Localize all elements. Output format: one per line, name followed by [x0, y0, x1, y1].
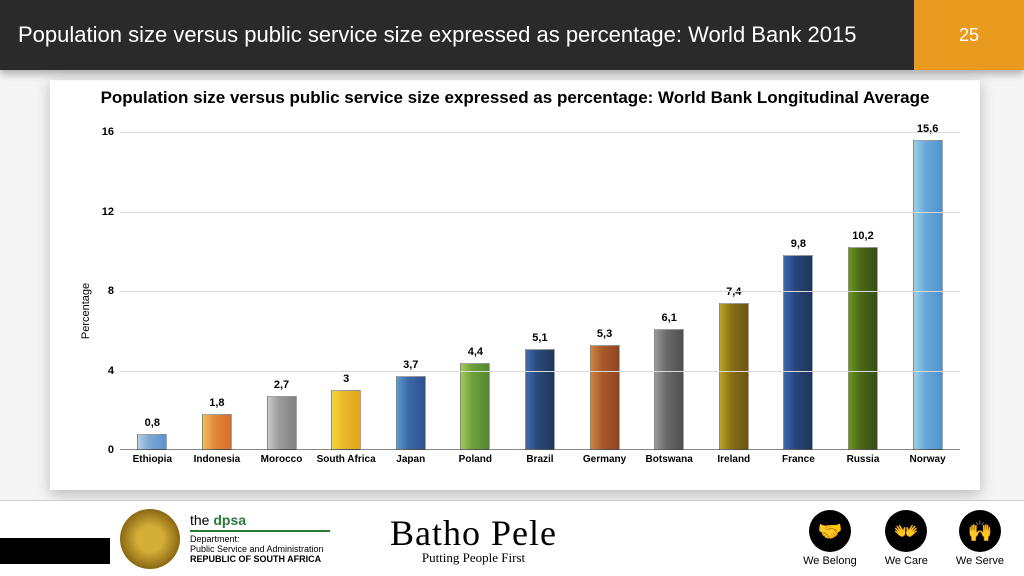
bar-value-label: 6,1: [662, 312, 677, 324]
bar: 2,7: [267, 396, 297, 450]
pillar-label: We Serve: [956, 555, 1004, 567]
dept-line2: Public Service and Administration: [190, 544, 330, 554]
bar: 15,6: [913, 140, 943, 450]
bar: 7,4: [719, 303, 749, 450]
bar: 5,1: [525, 349, 555, 450]
x-tick: Indonesia: [187, 450, 247, 465]
bar-value-label: 3: [343, 373, 349, 385]
y-tick: 12: [90, 206, 114, 218]
batho-pele: Batho Pele Putting People First: [390, 512, 557, 566]
bar-value-label: 5,3: [597, 328, 612, 340]
bar: 3,7: [396, 376, 426, 450]
x-tick: South Africa: [316, 450, 376, 465]
pillar: 👐 We Care: [885, 510, 928, 567]
bar: 0,8: [137, 434, 167, 450]
dept-brand: the dpsa: [190, 512, 330, 528]
bar: 5,3: [590, 345, 620, 450]
chart-container: Population size versus public service si…: [50, 80, 980, 490]
bar: 1,8: [202, 414, 232, 450]
bar: 3: [331, 390, 361, 450]
bar: 4,4: [460, 363, 490, 450]
bar-value-label: 9,8: [791, 238, 806, 250]
x-tick: Morocco: [252, 450, 312, 465]
bar-value-label: 15,6: [917, 123, 938, 135]
pillar: 🙌 We Serve: [956, 510, 1004, 567]
slide-title: Population size versus public service si…: [0, 0, 914, 70]
chart-body: Percentage 0,8Ethiopia1,8Indonesia2,7Mor…: [50, 132, 980, 490]
x-tick: Russia: [833, 450, 893, 465]
bar-value-label: 4,4: [468, 346, 483, 358]
x-tick: Germany: [575, 450, 635, 465]
y-tick: 8: [90, 285, 114, 297]
x-tick: Poland: [445, 450, 505, 465]
bar-value-label: 1,8: [209, 397, 224, 409]
coat-of-arms-icon: [120, 509, 180, 569]
chart-title: Population size versus public service si…: [50, 80, 980, 112]
dept-line1: Department:: [190, 534, 330, 544]
y-tick: 4: [90, 365, 114, 377]
x-tick: Norway: [898, 450, 958, 465]
bar-value-label: 2,7: [274, 379, 289, 391]
x-tick: Ethiopia: [122, 450, 182, 465]
grid-line: [120, 291, 960, 292]
pillar-icon: 🤝: [809, 510, 851, 552]
slide-header: Population size versus public service si…: [0, 0, 1024, 70]
pillar-label: We Belong: [803, 555, 857, 567]
slide-footer: the dpsa Department: Public Service and …: [0, 500, 1024, 576]
bar: 9,8: [783, 255, 813, 450]
x-tick: Japan: [381, 450, 441, 465]
dept-line3: REPUBLIC OF SOUTH AFRICA: [190, 554, 330, 564]
grid-line: [120, 212, 960, 213]
bar-value-label: 5,1: [532, 332, 547, 344]
pillars-row: 🤝 We Belong 👐 We Care 🙌 We Serve: [803, 510, 1004, 567]
x-tick: Botswana: [639, 450, 699, 465]
pillar-label: We Care: [885, 555, 928, 567]
plot-area: 0,8Ethiopia1,8Indonesia2,7Morocco3South …: [120, 132, 960, 450]
grid-line: [120, 371, 960, 372]
pillar-icon: 🙌: [959, 510, 1001, 552]
footer-strip: [0, 538, 110, 564]
x-tick: France: [768, 450, 828, 465]
grid-line: [120, 132, 960, 133]
bar: 6,1: [654, 329, 684, 450]
x-tick: Brazil: [510, 450, 570, 465]
page-number: 25: [914, 0, 1024, 70]
bar-value-label: 10,2: [852, 230, 873, 242]
department-block: the dpsa Department: Public Service and …: [190, 512, 330, 564]
pillar: 🤝 We Belong: [803, 510, 857, 567]
x-tick: Ireland: [704, 450, 764, 465]
bar-value-label: 0,8: [145, 417, 160, 429]
bar: 10,2: [848, 247, 878, 450]
y-tick: 0: [90, 444, 114, 456]
pillar-icon: 👐: [885, 510, 927, 552]
y-tick: 16: [90, 126, 114, 138]
batho-main: Batho Pele: [390, 512, 557, 554]
